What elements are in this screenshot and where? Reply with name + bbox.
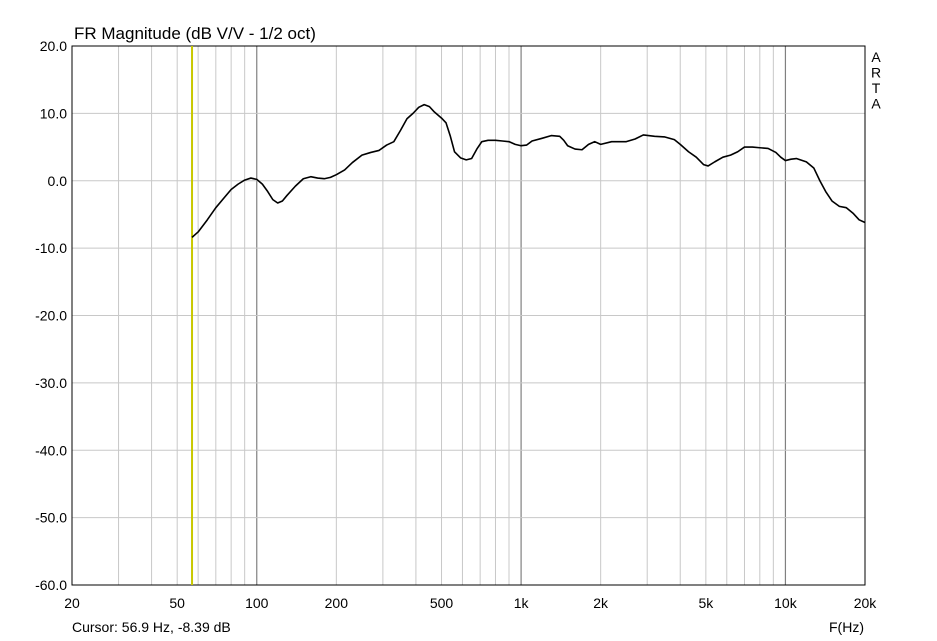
x-tick-label: 20k bbox=[854, 595, 878, 611]
x-tick-label: 20 bbox=[64, 595, 80, 611]
chart-title: FR Magnitude (dB V/V - 1/2 oct) bbox=[74, 24, 316, 43]
y-tick-label: 20.0 bbox=[40, 38, 67, 54]
horizontal-grid bbox=[72, 112, 865, 519]
y-tick-label: -10.0 bbox=[35, 240, 67, 256]
x-tick-label: 2k bbox=[593, 595, 609, 611]
y-axis-ticks: 20.0 10.0 0.0 -10.0 -20.0 -30.0 -40.0 -50.0 -60.… bbox=[35, 38, 67, 593]
brand-letter: T bbox=[872, 80, 881, 96]
x-tick-label: 1k bbox=[514, 595, 530, 611]
x-axis-label: F(Hz) bbox=[829, 619, 864, 635]
y-tick-label: 0.0 bbox=[48, 173, 68, 189]
x-tick-label: 100 bbox=[245, 595, 269, 611]
y-tick-label: -40.0 bbox=[35, 442, 67, 458]
brand-letter: R bbox=[871, 65, 881, 81]
y-tick-label: -50.0 bbox=[35, 510, 67, 526]
y-tick-label: 10.0 bbox=[40, 105, 67, 121]
y-tick-label: -20.0 bbox=[35, 308, 67, 324]
x-tick-label: 200 bbox=[325, 595, 349, 611]
brand-letter: A bbox=[871, 96, 881, 112]
brand-letter: A bbox=[871, 49, 881, 65]
plot-frame bbox=[71, 45, 866, 586]
series-line bbox=[191, 103, 866, 238]
x-tick-label: 500 bbox=[430, 595, 454, 611]
x-tick-label: 50 bbox=[169, 595, 185, 611]
x-axis-ticks: 20 50 100 200 500 1k 2k 5k 10k 20k bbox=[64, 595, 877, 611]
y-tick-label: -30.0 bbox=[35, 375, 67, 391]
cursor-readout: Cursor: 56.9 Hz, -8.39 dB bbox=[72, 619, 231, 635]
y-tick-label: -60.0 bbox=[35, 577, 67, 593]
x-tick-label: 10k bbox=[774, 595, 798, 611]
x-tick-label: 5k bbox=[698, 595, 714, 611]
